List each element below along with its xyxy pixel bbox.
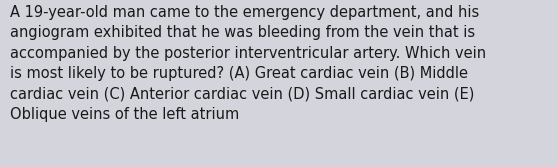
Text: A 19-year-old man came to the emergency department, and his
angiogram exhibited : A 19-year-old man came to the emergency … — [10, 5, 486, 122]
